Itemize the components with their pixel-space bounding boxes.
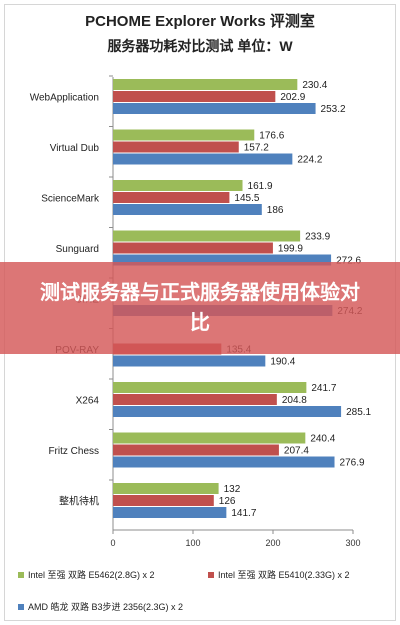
bar-2-series-1	[113, 180, 243, 191]
data-label-8-series-3: 141.7	[231, 508, 256, 519]
category-label-0: WebApplication	[30, 93, 99, 104]
bar-2-series-3	[113, 204, 262, 215]
bar-7-series-2	[113, 444, 279, 456]
bar-1-series-3	[113, 153, 293, 165]
data-label-5-series-3: 190.4	[270, 357, 295, 368]
bar-8-series-1	[113, 483, 219, 494]
x-tick-label-0: 0	[110, 538, 115, 548]
category-label-8: 整机待机	[59, 495, 99, 508]
data-label-0-series-1: 230.4	[302, 80, 327, 91]
data-label-6-series-2: 204.8	[282, 395, 307, 406]
bar-3-series-3	[113, 254, 332, 266]
chart-title: PCHOME Explorer Works 评测室	[85, 13, 315, 30]
data-label-1-series-1: 176.6	[259, 131, 284, 142]
data-label-7-series-2: 207.4	[284, 446, 309, 457]
legend-item-series-1: Intel 至强 双路 E5462(2.8G) x 2	[18, 568, 155, 581]
category-label-7: Fritz Chess	[48, 446, 99, 457]
data-label-6-series-3: 285.1	[346, 407, 371, 418]
bar-8-series-2	[113, 495, 214, 506]
legend-swatch-series-1	[18, 571, 24, 578]
category-label-6: X264	[76, 396, 100, 407]
overlay-banner-text: 测试服务器与正式服务器使用体验对比	[40, 282, 360, 334]
bar-8-series-3	[113, 507, 227, 518]
data-label-3-series-3: 272.6	[336, 256, 361, 267]
bar-3-series-2	[113, 242, 273, 254]
bar-0-series-1	[113, 79, 298, 90]
overlay-banner: 测试服务器与正式服务器使用体验对比	[0, 262, 400, 354]
bar-1-series-1	[113, 129, 255, 141]
data-label-2-series-2: 145.5	[234, 193, 259, 204]
data-label-7-series-1: 240.4	[310, 434, 335, 445]
legend-item-series-2: Intel 至强 双路 E5410(2.33G) x 2	[208, 568, 350, 581]
bar-7-series-3	[113, 456, 335, 468]
bar-3-series-1	[113, 230, 301, 242]
category-label-3: Sunguard	[56, 244, 99, 255]
data-label-0-series-3: 253.2	[321, 104, 346, 115]
data-label-8-series-1: 132	[224, 484, 241, 495]
data-label-2-series-1: 161.9	[248, 181, 273, 192]
x-tick-label-200: 200	[265, 538, 280, 548]
bar-5-series-3	[113, 355, 266, 367]
bar-2-series-2	[113, 192, 230, 203]
x-tick-label-100: 100	[185, 538, 200, 548]
chart-subtitle: 服务器功耗对比测试 单位：W	[107, 38, 293, 54]
data-label-7-series-3: 276.9	[340, 458, 365, 469]
x-tick-label-300: 300	[345, 538, 360, 548]
data-label-1-series-2: 157.2	[244, 143, 269, 154]
bar-6-series-1	[113, 382, 307, 393]
legend-swatch-series-2	[208, 571, 214, 578]
data-label-1-series-3: 224.2	[297, 155, 322, 166]
bar-0-series-2	[113, 91, 276, 102]
legend-swatch-series-3	[18, 603, 24, 610]
data-label-2-series-3: 186	[267, 205, 284, 216]
legend-label-series-3: AMD 皓龙 双路 B3步进 2356(2.3G) x 2	[28, 602, 184, 612]
data-label-6-series-1: 241.7	[311, 383, 336, 394]
category-label-2: ScienceMark	[41, 194, 100, 205]
data-label-0-series-2: 202.9	[280, 92, 305, 103]
bar-7-series-1	[113, 432, 306, 444]
legend-item-series-3: AMD 皓龙 双路 B3步进 2356(2.3G) x 2	[18, 600, 183, 613]
legend-label-series-2: Intel 至强 双路 E5410(2.33G) x 2	[218, 570, 350, 580]
bar-6-series-3	[113, 406, 342, 417]
category-label-1: Virtual Dub	[50, 143, 100, 154]
data-label-3-series-1: 233.9	[305, 232, 330, 243]
data-label-8-series-2: 126	[219, 496, 236, 507]
data-label-3-series-2: 199.9	[278, 244, 303, 255]
legend-label-series-1: Intel 至强 双路 E5462(2.8G) x 2	[28, 570, 155, 580]
bar-1-series-2	[113, 141, 239, 153]
bar-6-series-2	[113, 394, 277, 405]
bar-0-series-3	[113, 103, 316, 114]
